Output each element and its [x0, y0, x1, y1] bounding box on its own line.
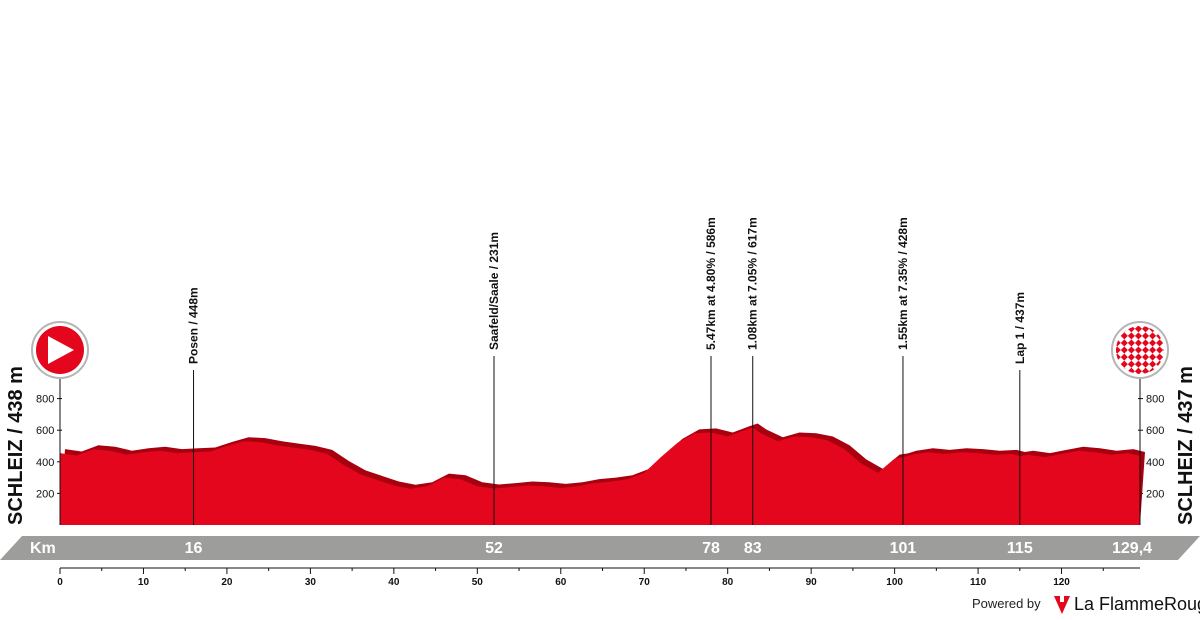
finish-label: SCLHEIZ / 437 m: [1175, 366, 1197, 525]
distance-total-label: 129,4: [1112, 540, 1152, 557]
elevation-axis-left: 200 400 600 800: [36, 394, 62, 500]
km-bar-marker-label: 52: [485, 540, 503, 557]
start-label: SCHLEIZ / 438 m: [5, 366, 27, 525]
km-label: Km: [30, 540, 56, 557]
marker-label: Lap 1 / 437m: [1013, 292, 1027, 364]
km-bar: [0, 536, 1200, 560]
marker-label: Saafeld/Saale / 231m: [487, 232, 501, 350]
powered-by-text: Powered by: [972, 596, 1041, 611]
distance-axis: 0 10 20 30 40 50 60 70 80 90 100 110 120: [57, 568, 1104, 588]
km-bar-marker-label: 16: [185, 540, 203, 557]
elevation-tick-right: 400: [1146, 457, 1164, 469]
km-bar-marker-label: 115: [1007, 540, 1033, 557]
distance-tick-label: 100: [886, 577, 903, 588]
marker-label: Posen / 448m: [187, 287, 201, 364]
km-bar-marker-label: 83: [744, 540, 762, 557]
marker-lines: Posen / 448m Saafeld/Saale / 231m 5.47km a…: [187, 217, 1027, 525]
distance-tick-label: 20: [221, 577, 233, 588]
elevation-tick-left: 600: [36, 425, 54, 437]
distance-tick-label: 80: [722, 577, 734, 588]
elevation-tick-left: 800: [36, 394, 54, 406]
elevation-tick-left: 200: [36, 488, 54, 500]
distance-tick-label: 120: [1053, 577, 1070, 588]
elevation-profile: [60, 427, 1140, 525]
elevation-tick-right: 200: [1146, 488, 1164, 500]
distance-tick-label: 110: [970, 577, 987, 588]
marker-label: 1.55km at 7.35% / 428m: [896, 217, 910, 350]
distance-tick-label: 90: [806, 577, 818, 588]
distance-tick-label: 30: [305, 577, 317, 588]
elevation-tick-right: 600: [1146, 425, 1164, 437]
distance-tick-label: 50: [472, 577, 484, 588]
distance-tick-label: 0: [57, 577, 63, 588]
distance-tick-label: 10: [138, 577, 150, 588]
km-bar-marker-labels: 16 52 78 83 101 115: [185, 540, 1033, 557]
km-bar-marker-label: 101: [890, 540, 917, 557]
marker-label: 1.08km at 7.05% / 617m: [746, 217, 760, 350]
marker-label: 5.47km at 4.80% / 586m: [704, 217, 718, 350]
distance-tick-label: 60: [555, 577, 567, 588]
flame-logo-icon: [1054, 594, 1070, 614]
elevation-axis-right: 200 400 600 800: [1138, 394, 1164, 500]
checkered-flag-icon: [1111, 321, 1169, 525]
distance-tick-label: 70: [639, 577, 651, 588]
distance-tick-label: 40: [388, 577, 400, 588]
elevation-tick-right: 800: [1146, 394, 1164, 406]
elevation-tick-left: 400: [36, 457, 54, 469]
brand-name: La FlammeRouge: [1074, 594, 1200, 614]
km-bar-marker-label: 78: [702, 540, 720, 557]
start-arrow-icon: [31, 321, 89, 525]
